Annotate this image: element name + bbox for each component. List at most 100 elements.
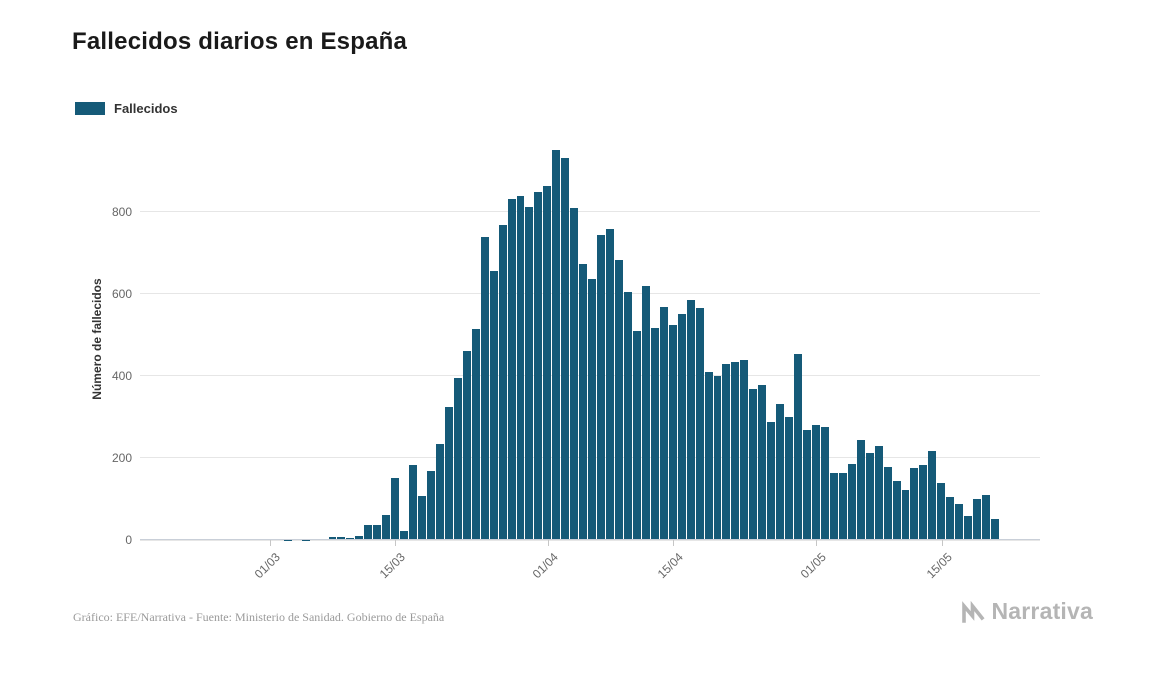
bar[interactable] <box>767 421 776 540</box>
bar[interactable] <box>623 291 632 540</box>
bar[interactable] <box>561 157 570 540</box>
bar[interactable] <box>328 537 337 540</box>
bar-slot <box>435 138 444 540</box>
bar[interactable] <box>803 430 811 540</box>
bar[interactable] <box>713 376 722 540</box>
bar[interactable] <box>731 361 740 540</box>
bar-slot <box>623 138 632 540</box>
bar[interactable] <box>391 477 400 540</box>
x-axis-tick-label: 15/04 <box>654 550 686 582</box>
bar[interactable] <box>489 271 498 540</box>
bar[interactable] <box>462 350 471 540</box>
bar[interactable] <box>400 531 409 540</box>
bar[interactable] <box>615 259 623 540</box>
bar[interactable] <box>597 235 606 540</box>
bar[interactable] <box>606 229 615 540</box>
bar[interactable] <box>543 185 552 540</box>
bar[interactable] <box>928 451 937 540</box>
bar[interactable] <box>758 384 767 540</box>
bar[interactable] <box>382 514 391 540</box>
bar[interactable] <box>668 325 677 540</box>
bar[interactable] <box>749 389 758 540</box>
bar[interactable] <box>901 489 910 540</box>
bar[interactable] <box>829 472 838 540</box>
bar[interactable] <box>740 359 749 540</box>
bar[interactable] <box>418 496 426 540</box>
bar[interactable] <box>570 208 579 540</box>
bar[interactable] <box>641 286 650 540</box>
bar[interactable] <box>892 481 901 540</box>
bar[interactable] <box>337 536 346 540</box>
bar[interactable] <box>588 278 597 540</box>
bar[interactable] <box>937 483 946 540</box>
bar[interactable] <box>346 537 355 540</box>
bar[interactable] <box>982 494 991 540</box>
bar[interactable] <box>722 363 731 540</box>
bar[interactable] <box>516 196 525 540</box>
bar[interactable] <box>964 515 973 540</box>
bar[interactable] <box>820 426 829 540</box>
bar[interactable] <box>955 504 964 540</box>
bar[interactable] <box>883 466 892 540</box>
bar-slot <box>973 138 982 540</box>
bar[interactable] <box>650 327 659 540</box>
bar[interactable] <box>991 518 999 540</box>
bar[interactable] <box>677 313 686 540</box>
bar[interactable] <box>507 198 516 540</box>
bar[interactable] <box>865 452 874 540</box>
bar[interactable] <box>579 263 588 540</box>
bar[interactable] <box>785 416 794 540</box>
bar[interactable] <box>910 467 919 540</box>
x-axis-tick-mark <box>395 540 397 546</box>
bar[interactable] <box>794 354 803 540</box>
bar[interactable] <box>552 150 561 540</box>
bar-slot <box>901 138 910 540</box>
bar[interactable] <box>435 443 444 540</box>
bar[interactable] <box>453 378 462 540</box>
bar[interactable] <box>811 424 820 540</box>
bar[interactable] <box>704 371 713 540</box>
bar[interactable] <box>686 300 695 540</box>
bar-slot <box>373 138 382 540</box>
narrativa-logo-icon <box>961 600 985 624</box>
bar-slot <box>230 138 239 540</box>
bar[interactable] <box>355 535 364 540</box>
bar[interactable] <box>695 308 704 540</box>
bar[interactable] <box>498 224 507 540</box>
bar[interactable] <box>973 498 982 540</box>
bar[interactable] <box>856 439 865 540</box>
bar[interactable] <box>364 524 373 540</box>
bar-slot <box>525 138 534 540</box>
bar[interactable] <box>427 470 435 540</box>
bar[interactable] <box>776 404 785 540</box>
bar[interactable] <box>534 191 543 540</box>
bar[interactable] <box>874 446 883 540</box>
bar-slot <box>238 138 247 540</box>
bar[interactable] <box>480 237 489 540</box>
bar-slot <box>552 138 561 540</box>
bar-slot <box>749 138 758 540</box>
bar[interactable] <box>471 329 480 540</box>
legend-item-fallecidos[interactable]: Fallecidos <box>75 101 178 116</box>
bar[interactable] <box>847 464 856 540</box>
bar-slot <box>176 138 185 540</box>
y-axis-tick-label: 400 <box>111 368 132 383</box>
bar-slot <box>382 138 391 540</box>
bar[interactable] <box>444 407 453 540</box>
bar[interactable] <box>659 307 668 540</box>
bar[interactable] <box>525 206 534 540</box>
bar[interactable] <box>838 472 847 540</box>
bar-slot <box>946 138 955 540</box>
bar-slot <box>310 138 319 540</box>
bar[interactable] <box>373 525 382 540</box>
bar-slot <box>811 138 820 540</box>
bar-slot <box>471 138 480 540</box>
bar-slot <box>713 138 722 540</box>
bar[interactable] <box>632 330 641 540</box>
bar-slot <box>919 138 928 540</box>
y-axis-tick-label: 200 <box>111 450 132 465</box>
bar[interactable] <box>409 465 418 540</box>
bar[interactable] <box>919 464 928 540</box>
bar[interactable] <box>946 497 955 540</box>
bar-slot <box>355 138 364 540</box>
